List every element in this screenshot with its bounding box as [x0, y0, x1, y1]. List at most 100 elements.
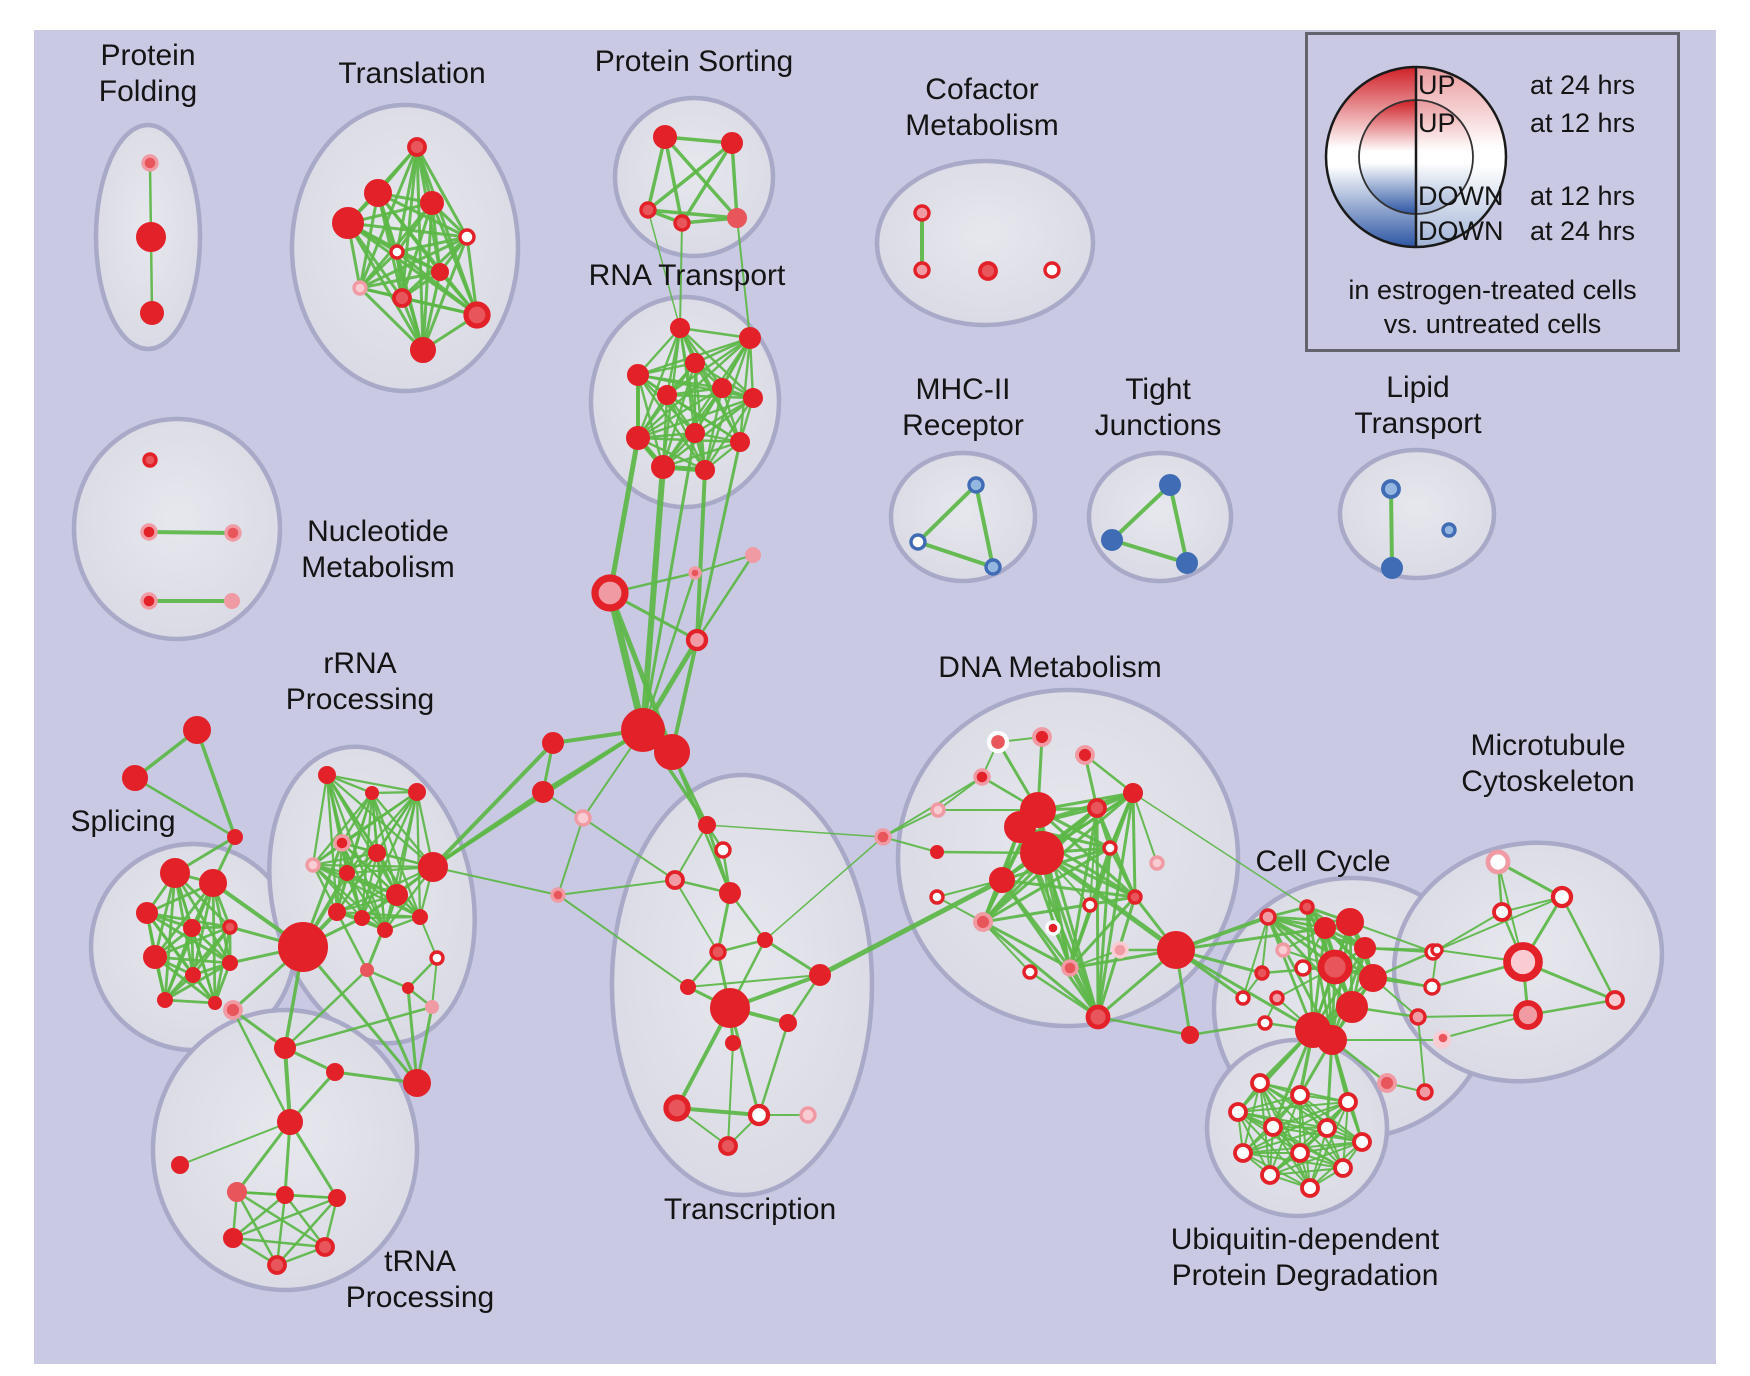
network-edge-cc	[1242, 916, 1269, 999]
legend-footer-line: vs. untreated cells	[1383, 309, 1602, 339]
cluster-label-rrna-processing: rRNA Processing	[286, 646, 434, 718]
gene-node-nucleotide	[142, 452, 158, 468]
network-edge-rrna	[311, 791, 374, 867]
gene-node-splicing	[208, 996, 222, 1010]
network-bridge-edge	[1132, 792, 1308, 908]
gene-node-dna	[930, 802, 946, 818]
network-edge-trna	[235, 1120, 292, 1194]
gene-node-translation	[364, 179, 392, 207]
network-bridge-edge	[582, 817, 676, 881]
gene-node-rt	[627, 364, 649, 386]
label-line: Splicing	[70, 805, 176, 838]
network-edge-splicing	[163, 925, 232, 1002]
label-line: tRNA	[384, 1245, 456, 1278]
network-edge-tight	[1110, 538, 1189, 565]
gene-node-rrna	[305, 857, 321, 873]
network-edge-mt	[1560, 895, 1617, 1002]
gene-node-trna	[171, 1156, 189, 1174]
gene-node-rrna	[408, 783, 426, 801]
network-edge-mhc	[916, 483, 978, 544]
network-edge-rt	[661, 393, 669, 469]
gene-node-dna	[1087, 798, 1107, 818]
network-edge-cc	[1305, 905, 1367, 950]
gene-node-cc	[1416, 1083, 1434, 1101]
gene-node-splicing	[222, 919, 238, 935]
network-edge-tight	[1110, 483, 1172, 542]
network-bridge-edge	[607, 435, 641, 596]
cluster-label-rna-transport: RNA Transport	[589, 258, 786, 294]
label-line: Receptor	[902, 409, 1024, 442]
gene-node-transcription	[719, 882, 741, 904]
gene-node-splicing	[199, 869, 227, 897]
network-edge-rrna	[335, 851, 379, 914]
gene-node-splicing	[143, 945, 167, 969]
gene-node-rrna	[365, 786, 379, 800]
gene-node-cc	[1254, 965, 1270, 981]
gene-node-translation	[392, 288, 412, 308]
cluster-ellipse-cofactor	[874, 158, 1096, 328]
gene-node-cc	[1294, 959, 1312, 977]
gene-node-ub	[1263, 1117, 1283, 1137]
gene-node-tri	[122, 765, 148, 791]
network-edge-trna	[231, 1236, 327, 1249]
network-edge-dna	[981, 920, 1100, 1019]
gene-node-translation	[389, 244, 405, 260]
gene-node-rt	[743, 388, 763, 408]
cluster-label-trna-processing: tRNA Processing	[346, 1244, 494, 1316]
gene-node-dna	[973, 768, 991, 786]
gene-node-hub	[591, 574, 629, 612]
gene-node-folding	[136, 222, 166, 252]
network-edge-sorting	[680, 141, 734, 225]
network-edge-ub	[1272, 1126, 1363, 1143]
gene-node-rrna	[402, 982, 414, 994]
gene-node-nucleotide	[224, 593, 240, 609]
network-edge-cc	[1417, 1016, 1426, 1093]
network-edge-splicing	[173, 871, 232, 965]
cluster-label-mhc-ii-receptor: MHC-II Receptor	[902, 372, 1024, 444]
network-edge-rt	[661, 361, 697, 469]
network-bridge-edge	[764, 836, 884, 941]
network-edge-dna	[1108, 846, 1137, 899]
network-edge-rt	[678, 326, 752, 340]
cluster-label-splicing: Splicing	[70, 804, 175, 840]
cluster-ellipse-lipid	[1337, 447, 1497, 581]
gene-node-trna	[223, 1228, 243, 1248]
gene-node-rt	[695, 460, 715, 480]
network-edge-translation	[358, 286, 425, 352]
network-edge-dna	[1069, 949, 1121, 969]
gene-node-mhc	[984, 558, 1002, 576]
gene-node-translation	[458, 228, 476, 246]
network-edge-dna	[982, 921, 1031, 973]
gene-node-cc	[1359, 964, 1387, 992]
label-line: Nucleotide	[307, 515, 449, 548]
network-bridge-edge	[557, 879, 676, 896]
gene-node-transcription	[714, 841, 732, 859]
gene-node-rt	[730, 432, 750, 452]
network-bridge-edge	[1236, 1028, 1315, 1114]
gene-node-cc	[1409, 1008, 1427, 1026]
gene-node-trna	[267, 1255, 287, 1275]
gene-node-dna	[1181, 1026, 1199, 1044]
network-edge-translation	[395, 235, 469, 254]
gene-node-rt	[657, 385, 677, 405]
network-edge-trna	[275, 1196, 339, 1267]
gene-node-cc	[1336, 991, 1368, 1023]
cluster-label-transcription: Transcription	[664, 1192, 836, 1228]
gene-node-translation	[431, 263, 449, 281]
network-edge-translation	[421, 270, 442, 352]
cluster-label-nucleotide-metabolism: Nucleotide Metabolism	[301, 514, 454, 586]
gene-node-rt	[685, 353, 705, 373]
network-edge-splicing	[153, 925, 232, 959]
network-edge-translation	[400, 201, 434, 300]
label-line: Metabolism	[301, 551, 455, 584]
cluster-label-dna-metabolism: DNA Metabolism	[938, 650, 1161, 686]
gene-node-hub	[542, 732, 564, 754]
gene-node-mhc	[909, 533, 927, 551]
network-edge-ub	[1299, 1141, 1363, 1154]
gene-node-mt	[1605, 990, 1625, 1010]
gene-node-dna	[1061, 959, 1079, 977]
gene-node-cc	[1269, 990, 1285, 1006]
label-line: Transcription	[663, 1193, 837, 1226]
network-bridge-edge	[301, 945, 419, 1085]
legend: UP at 24 hrs UP at 12 hrs DOWN at 12 hrs DO…	[1305, 32, 1680, 352]
